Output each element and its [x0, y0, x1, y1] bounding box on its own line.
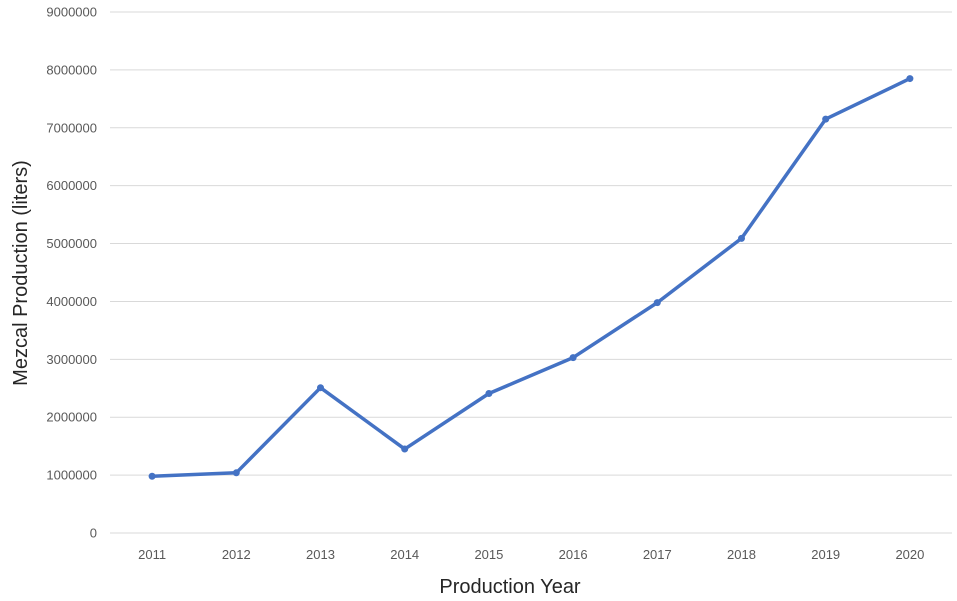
data-point-2020 [906, 75, 914, 83]
y-tick-label: 2000000 [46, 410, 97, 425]
y-tick-label: 7000000 [46, 120, 97, 135]
y-axis-title: Mezcal Production (liters) [10, 160, 32, 386]
y-axis-ticks: 0 1000000 2000000 3000000 4000000 5000000 6000… [46, 5, 97, 541]
x-axis-ticks: 2011 2012 2013 2014 2015 2016 2017 2018 2019 2020 [138, 547, 924, 562]
x-tick-label: 2020 [895, 547, 924, 562]
x-tick-label: 2017 [643, 547, 672, 562]
y-tick-label: 0 [90, 526, 97, 541]
series-layer [148, 75, 914, 480]
x-tick-label: 2014 [390, 547, 419, 562]
x-tick-label: 2015 [474, 547, 503, 562]
y-tick-label: 3000000 [46, 352, 97, 367]
data-point-2012 [232, 469, 240, 477]
y-tick-label: 8000000 [46, 62, 97, 77]
gridlines [110, 11, 952, 534]
data-point-2018 [738, 234, 745, 242]
data-point-2019 [822, 115, 830, 123]
data-point-2015 [485, 389, 493, 397]
data-point-2016 [569, 354, 577, 362]
x-tick-label: 2016 [559, 547, 588, 562]
data-point-2011 [148, 472, 156, 480]
x-tick-label: 2019 [811, 547, 840, 562]
y-tick-label: 6000000 [46, 178, 97, 193]
data-point-2017 [653, 299, 661, 307]
y-tick-label: 5000000 [46, 236, 97, 251]
data-point-2013 [317, 384, 324, 392]
y-tick-label: 1000000 [46, 468, 97, 483]
x-tick-label: 2013 [306, 547, 335, 562]
x-axis-title: Production Year [439, 576, 581, 598]
y-tick-label: 9000000 [46, 5, 97, 20]
data-point-2014 [401, 445, 409, 453]
series-line [150, 76, 912, 479]
x-tick-label: 2018 [727, 547, 756, 562]
x-tick-label: 2011 [138, 547, 166, 562]
y-tick-label: 4000000 [46, 294, 97, 309]
x-tick-label: 2012 [222, 547, 251, 562]
